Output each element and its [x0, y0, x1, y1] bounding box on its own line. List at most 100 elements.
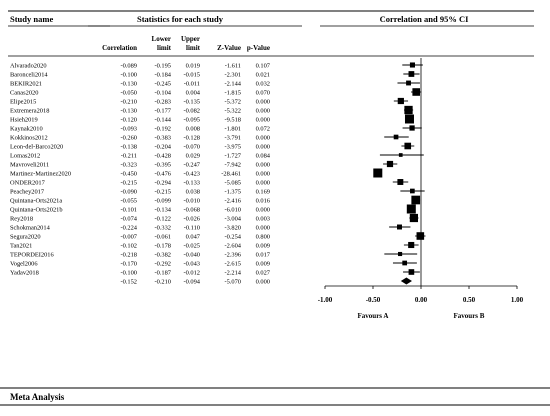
pooled-cell-z: -5.070	[224, 278, 241, 285]
study-name: Rey2018	[10, 215, 33, 222]
cell-z: -2.615	[224, 260, 241, 267]
cell-lower: -0.177	[154, 107, 171, 114]
cell-p: 0.000	[256, 170, 270, 177]
cell-correlation: -0.224	[120, 224, 137, 231]
pooled-cell-lower: -0.210	[154, 278, 171, 285]
favours-b-label: Favours B	[454, 312, 485, 320]
point-estimate	[408, 269, 415, 275]
cell-upper: -0.068	[183, 206, 200, 213]
pooled-cell-correlation: -0.152	[120, 278, 137, 285]
point-estimate	[397, 179, 404, 185]
point-estimate	[408, 241, 415, 249]
study-name: ONDER2017	[10, 179, 46, 186]
cell-correlation: -0.218	[120, 251, 137, 258]
cell-lower: -0.294	[154, 179, 171, 186]
cell-lower: -0.204	[154, 143, 171, 150]
pooled-diamond	[400, 277, 412, 285]
cell-p: 0.017	[256, 251, 271, 258]
cell-p: 0.027	[256, 269, 271, 276]
col-header-lower-limit-2: limit	[157, 44, 172, 52]
cell-correlation: -0.055	[120, 197, 137, 204]
cell-lower: -0.292	[154, 260, 171, 267]
pooled-cell-upper: -0.094	[183, 278, 200, 285]
cell-z: -2.396	[224, 251, 241, 258]
cell-lower: -0.382	[154, 251, 171, 258]
point-estimate	[386, 160, 394, 168]
cell-z: -3.004	[224, 215, 241, 222]
cell-correlation: -0.120	[120, 116, 137, 123]
cell-lower: -0.061	[154, 233, 171, 240]
cell-upper: -0.423	[183, 170, 200, 177]
cell-lower: -0.332	[154, 224, 171, 231]
cell-correlation: -0.138	[120, 143, 137, 150]
cell-correlation: -0.102	[120, 242, 137, 249]
x-tick-label: 0.00	[415, 296, 428, 304]
footer-title: Meta Analysis	[10, 392, 65, 402]
cell-z: -2.301	[224, 71, 241, 78]
study-name: Kokkinos2012	[10, 134, 48, 141]
cell-upper: -0.133	[183, 179, 200, 186]
cell-upper: -0.011	[184, 80, 200, 87]
x-tick-label: 0.50	[463, 296, 476, 304]
cell-correlation: -0.050	[120, 89, 137, 96]
point-estimate	[393, 134, 399, 140]
cell-upper: 0.004	[186, 89, 201, 96]
cell-upper: 0.019	[186, 62, 200, 69]
cell-correlation: -0.101	[120, 206, 137, 213]
cell-p: 0.084	[256, 152, 271, 159]
cell-correlation: -0.089	[120, 62, 137, 69]
cell-lower: -0.184	[154, 71, 171, 78]
study-name: Segura2020	[10, 233, 41, 240]
study-name: Quintana-Orts2021b	[10, 206, 63, 213]
cell-correlation: -0.100	[120, 71, 137, 78]
cell-upper: 0.047	[186, 233, 201, 240]
cell-z: -1.375	[224, 188, 241, 195]
study-name: Tan2021	[10, 242, 32, 249]
cell-correlation: -0.090	[120, 188, 137, 195]
col-header-z-value: Z-Value	[217, 44, 241, 52]
col-header-upper-limit-2: limit	[186, 44, 201, 52]
point-estimate	[404, 114, 414, 124]
cell-lower: -0.395	[154, 161, 171, 168]
study-name: Leon-del-Barco2020	[10, 143, 63, 150]
cell-z: -1.815	[224, 89, 241, 96]
cell-correlation: -0.211	[121, 152, 137, 159]
cell-correlation: -0.093	[120, 125, 137, 132]
cell-p: 0.032	[256, 80, 270, 87]
point-estimate	[416, 232, 425, 240]
cell-upper: -0.025	[183, 242, 200, 249]
cell-p: 0.000	[256, 116, 270, 123]
stats-group-header: Statistics for each study	[137, 14, 224, 24]
study-name: Vogel2006	[10, 260, 38, 267]
point-estimate	[406, 80, 411, 86]
cell-correlation: -0.210	[120, 98, 137, 105]
study-name: Mavroveli2011	[10, 161, 49, 168]
cell-upper: -0.040	[183, 251, 200, 258]
study-name-header: Study name	[10, 14, 53, 24]
cell-p: 0.169	[256, 188, 270, 195]
point-estimate	[398, 251, 403, 257]
cell-p: 0.000	[256, 161, 270, 168]
cell-z: -7.942	[224, 161, 241, 168]
point-estimate	[397, 97, 404, 105]
point-estimate	[404, 142, 412, 150]
cell-p: 0.000	[256, 134, 270, 141]
cell-lower: -0.122	[154, 215, 171, 222]
cell-correlation: -0.130	[120, 80, 137, 87]
cell-upper: -0.135	[183, 98, 200, 105]
x-tick-label: 1.00	[511, 296, 524, 304]
cell-lower: -0.187	[154, 269, 171, 276]
cell-correlation: -0.450	[120, 170, 137, 177]
cell-z: -6.010	[224, 206, 241, 213]
point-estimate	[373, 168, 383, 178]
study-name: TEPORDEI2016	[10, 251, 54, 258]
cell-p: 0.021	[256, 71, 270, 78]
plot-area: -1.00 -0.50 0.00 0.50 1.00 Favours A Favours B	[318, 58, 524, 320]
cell-upper: -0.110	[184, 224, 200, 231]
cell-p: 0.009	[256, 260, 270, 267]
cell-p: 0.000	[256, 179, 270, 186]
cell-z: -3.791	[224, 134, 241, 141]
cell-p: 0.003	[256, 215, 270, 222]
